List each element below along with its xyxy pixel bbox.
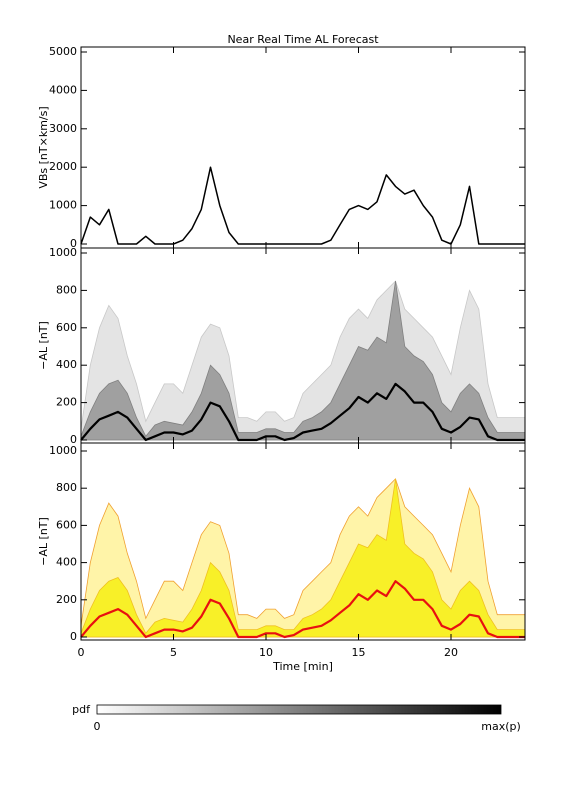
- x-tick-label: 5: [170, 646, 177, 659]
- y-tick-label: 2000: [49, 160, 77, 173]
- colorbar-max: max(p): [481, 720, 521, 733]
- y-tick-label: 200: [56, 396, 77, 409]
- colorbar-label: pdf: [72, 703, 91, 716]
- y-tick-label: 200: [56, 593, 77, 606]
- x-tick-label: 10: [259, 646, 273, 659]
- y-axis-label: −AL [nT]: [37, 321, 50, 370]
- x-axis-label: Time [min]: [272, 660, 333, 673]
- plot-frame: [80, 442, 526, 641]
- y-axis-label: VBs [nT×km/s]: [37, 106, 50, 188]
- y-tick-label: 400: [56, 358, 77, 371]
- y-tick-label: 0: [70, 237, 77, 250]
- area-band: [80, 281, 526, 441]
- chart-title: Near Real Time AL Forecast: [227, 33, 379, 46]
- y-tick-label: 400: [56, 556, 77, 569]
- colorbar-min: 0: [94, 720, 101, 733]
- y-tick-label: 600: [56, 518, 77, 531]
- y-tick-label: 0: [70, 630, 77, 643]
- area-band: [80, 478, 526, 638]
- colorbar: [96, 704, 502, 715]
- y-tick-label: 600: [56, 321, 77, 334]
- y-tick-label: 1000: [49, 444, 77, 457]
- series-line: [80, 166, 525, 245]
- y-tick-label: 0: [70, 433, 77, 446]
- plot-frame: [80, 46, 526, 249]
- y-tick-label: 800: [56, 283, 77, 296]
- x-tick-label: 0: [78, 646, 85, 659]
- y-tick-label: 1000: [49, 199, 77, 212]
- x-tick-label: 15: [352, 646, 366, 659]
- y-tick-label: 1000: [49, 246, 77, 259]
- y-tick-label: 5000: [49, 45, 77, 58]
- series-line: [80, 382, 525, 442]
- x-tick-label: 20: [444, 646, 458, 659]
- y-tick-label: 800: [56, 481, 77, 494]
- y-axis-label: −AL [nT]: [37, 517, 50, 566]
- y-tick-label: 4000: [49, 83, 77, 96]
- series-line: [80, 580, 525, 639]
- y-tick-label: 3000: [49, 122, 77, 135]
